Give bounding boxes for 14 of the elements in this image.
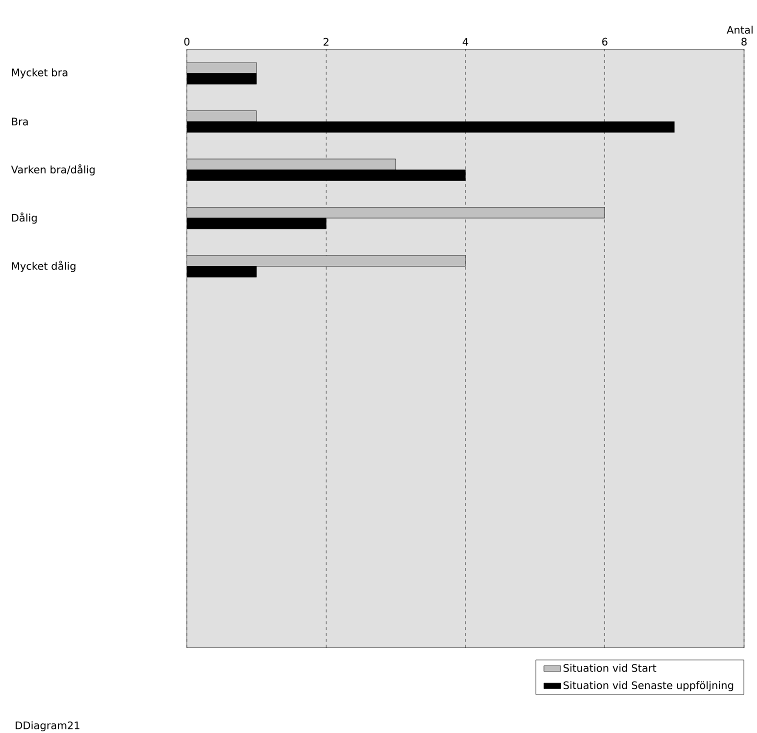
y-tick-label: Dålig <box>12 212 37 224</box>
legend-label: Situation vid Start <box>564 664 656 672</box>
y-tick-label: Varken bra/dålig <box>11 164 95 176</box>
x-tick-label: 0 <box>184 38 190 46</box>
x-tick-label: 2 <box>324 38 328 46</box>
y-tick-label: Mycket dålig <box>12 260 76 272</box>
legend-label: Situation vid Senaste uppföljning <box>564 680 734 691</box>
x-tick-label: 8 <box>741 38 747 46</box>
x-tick-label: 6 <box>602 38 608 46</box>
y-tick-label: Mycket bra <box>12 68 68 78</box>
x-axis-title: Antal <box>726 26 753 34</box>
x-tick-label: 4 <box>462 38 468 46</box>
y-tick-label: Bra <box>12 118 28 126</box>
text: DDiagram21 <box>16 721 80 732</box>
